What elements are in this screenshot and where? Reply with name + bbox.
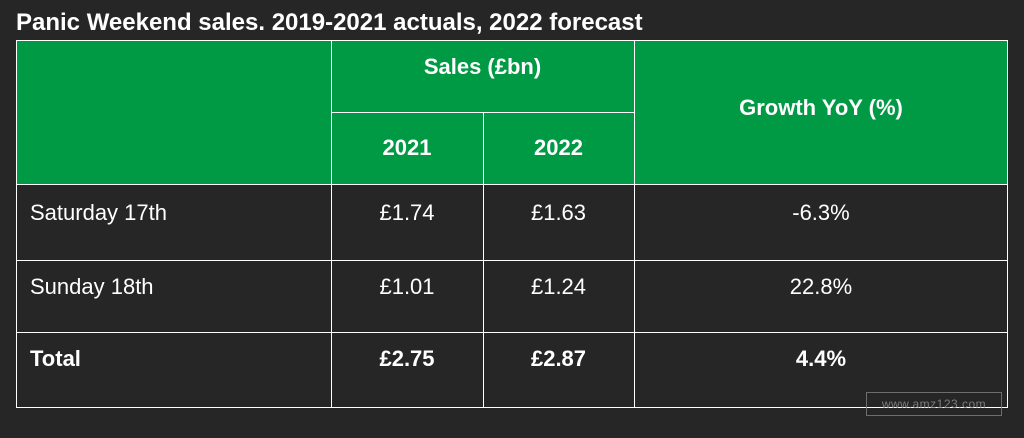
col-divider-1: [331, 40, 332, 408]
chart-title: Panic Weekend sales. 2019-2021 actuals, …: [16, 9, 643, 36]
row-total-growth: 4.4%: [795, 346, 847, 371]
row-sunday-2022: £1.24: [530, 274, 587, 299]
header-growth: Growth YoY (%): [634, 40, 1008, 184]
row-saturday-2021: £1.74: [379, 200, 435, 225]
table-border-top: [16, 40, 1008, 41]
header-sales-group: Sales (£bn): [331, 40, 634, 112]
table-border-left: [16, 40, 17, 408]
header-col-2022: 2022: [483, 112, 634, 184]
header-bottom-line: [16, 184, 1008, 185]
row-label-sunday: Sunday 18th: [30, 274, 154, 299]
header-col-2021: 2021: [331, 112, 483, 184]
row-total-2021: £2.75: [379, 346, 435, 371]
row-sunday-growth: 22.8%: [789, 274, 853, 299]
row-sunday-2021: £1.01: [379, 274, 435, 299]
row-label-total: Total: [30, 346, 81, 371]
header-blank-cell: [16, 40, 331, 184]
watermark: www.amz123.com: [866, 392, 1002, 416]
row-2-divider: [16, 332, 1008, 333]
row-saturday-2022: £1.63: [530, 200, 587, 225]
table-border-bottom: [16, 407, 1008, 408]
header-divider-sales: [331, 112, 634, 113]
row-label-saturday: Saturday 17th: [30, 200, 167, 225]
row-saturday-growth: -6.3%: [792, 200, 850, 225]
table-border-right: [1007, 40, 1008, 408]
col-divider-3: [634, 40, 635, 408]
row-total-2022: £2.87: [530, 346, 587, 371]
col-divider-2: [483, 112, 484, 408]
row-1-divider: [16, 260, 1008, 261]
